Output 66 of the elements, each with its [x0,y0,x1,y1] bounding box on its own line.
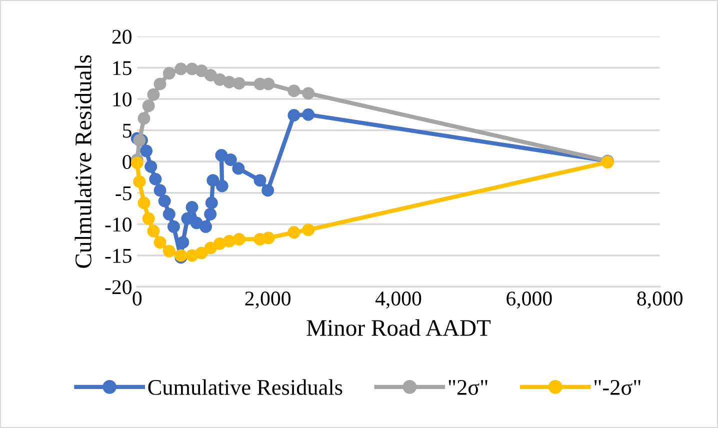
y-tick-label: 10 [113,92,132,106]
point [186,201,198,214]
x-tick-label: 4,000 [375,292,422,309]
point [181,212,194,225]
point [167,220,180,233]
point [195,246,208,260]
legend-label: Cumulative Residuals [148,379,342,395]
point [199,220,212,233]
point [206,174,220,187]
y-tick-label: 15 [113,61,132,76]
x-tick-label: 2,000 [245,292,290,309]
point [288,84,300,98]
point [142,212,155,225]
point [133,175,146,188]
point [154,78,166,90]
y-tick-label: 20 [112,30,132,44]
point [154,184,166,197]
point [288,109,300,122]
y-tick-label: 5 [123,124,132,138]
point [254,174,266,187]
point [147,88,160,101]
point [162,208,176,220]
x-tick-label: 0 [132,292,142,306]
y-tick-label: -10 [105,218,132,232]
point [162,244,176,258]
point [232,77,246,90]
y-tick-label: -15 [105,248,132,263]
point [262,232,275,244]
point [158,194,171,208]
x-axis-title: Minor Road AADT [306,319,491,336]
point [204,242,217,254]
point [149,172,162,186]
point [130,156,144,170]
point [140,144,153,158]
x-tick-label: 6,000 [506,292,552,309]
point [204,68,217,82]
point [147,224,160,238]
legend-label: "2σ" [448,380,488,395]
point [288,226,300,239]
y-tick-label: -5 [116,186,132,200]
point [216,180,228,192]
point [144,160,158,173]
y-tick-label: -20 [105,280,132,294]
point [223,76,236,88]
point [223,234,236,248]
point [195,64,208,78]
y-tick-label: 0 [122,154,132,170]
point [302,224,315,236]
point [224,153,237,166]
point [302,87,315,100]
legend-label: "-2σ" [594,380,640,395]
point [215,149,228,162]
point [142,100,155,112]
point [162,67,176,80]
point [204,208,217,220]
point [232,162,245,175]
point [262,184,274,197]
point [154,236,166,249]
point [205,196,218,210]
point [138,112,150,125]
y-axis-title: Culmulative Residuals [74,55,92,268]
point [174,62,188,76]
point [232,232,246,246]
x-tick-label: 8,000 [637,292,682,309]
point [302,108,315,121]
point [138,196,150,210]
